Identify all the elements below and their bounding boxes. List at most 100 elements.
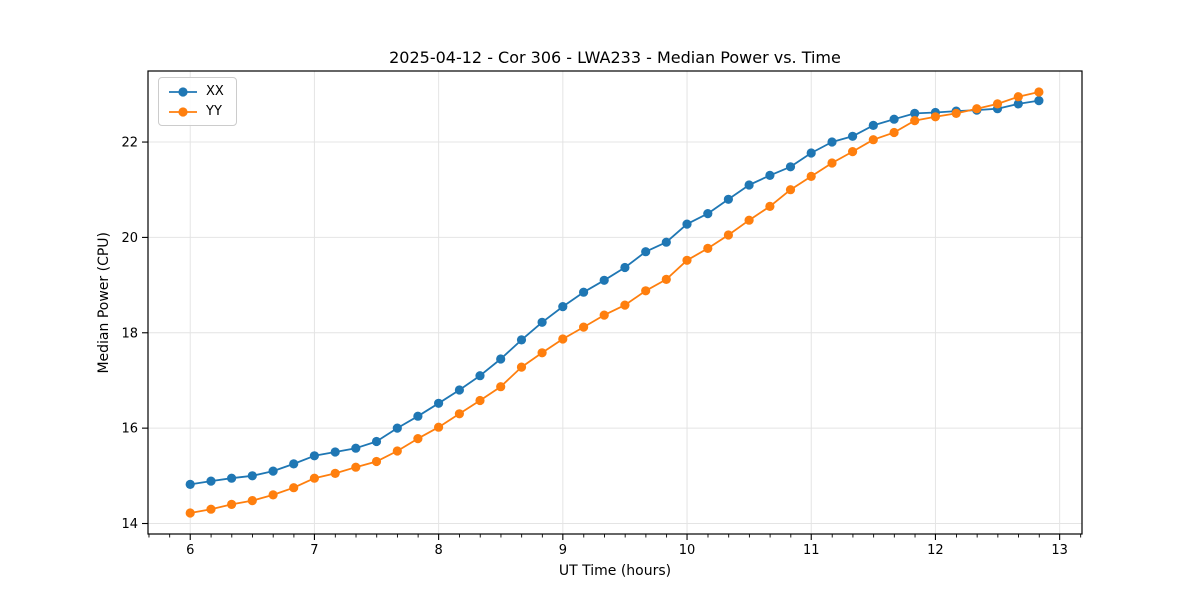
legend-label: YY xyxy=(206,104,222,119)
data-point xyxy=(1034,96,1044,106)
data-point xyxy=(392,423,402,433)
data-point xyxy=(227,499,237,509)
data-point xyxy=(309,451,319,461)
data-point xyxy=(537,317,547,327)
data-point xyxy=(496,382,506,392)
y-tick-label: 20 xyxy=(121,231,138,246)
data-point xyxy=(951,108,961,118)
data-point xyxy=(723,194,734,204)
data-point xyxy=(1013,99,1023,109)
data-point xyxy=(889,114,899,124)
data-point xyxy=(827,158,837,168)
data-point xyxy=(785,185,796,195)
data-point xyxy=(454,409,464,419)
series-markers-xx xyxy=(185,96,1044,489)
data-point xyxy=(848,131,858,141)
x-tick-label: 11 xyxy=(803,543,820,558)
data-point xyxy=(868,120,878,130)
data-point xyxy=(599,275,609,285)
data-point xyxy=(206,504,216,514)
data-point xyxy=(765,201,775,211)
data-point xyxy=(247,496,257,506)
data-point xyxy=(930,112,941,122)
data-point xyxy=(806,171,816,181)
data-point xyxy=(185,508,195,518)
data-point xyxy=(682,255,692,265)
data-point xyxy=(434,398,444,408)
legend-item-yy: YY xyxy=(168,105,224,118)
data-point xyxy=(827,137,837,147)
data-point xyxy=(351,462,361,472)
data-point xyxy=(289,459,299,469)
y-tick-label: 14 xyxy=(121,517,138,532)
data-point xyxy=(703,243,713,253)
y-tick-label: 18 xyxy=(121,326,138,341)
data-point xyxy=(371,436,382,447)
data-point xyxy=(558,302,568,312)
data-point xyxy=(1034,87,1044,97)
data-point xyxy=(351,443,361,453)
tick-labels: 6 7 8 9 10 11 12 13 14 16 18 20 22 xyxy=(121,136,1067,558)
x-axis-label: UT Time (hours) xyxy=(558,563,672,579)
data-point xyxy=(806,148,816,158)
data-point xyxy=(1013,92,1023,102)
data-point xyxy=(599,310,609,320)
data-point xyxy=(910,108,920,118)
data-point xyxy=(703,209,713,219)
data-point xyxy=(185,479,195,489)
data-point xyxy=(454,385,464,395)
y-axis-label: Median Power (CPU) xyxy=(96,231,112,374)
data-point xyxy=(661,274,671,284)
y-tick-label: 22 xyxy=(121,136,138,151)
data-point xyxy=(723,230,734,240)
data-point xyxy=(620,300,630,310)
data-point xyxy=(992,99,1003,109)
data-point xyxy=(516,335,527,345)
data-point xyxy=(289,483,299,493)
ticks xyxy=(142,141,1082,540)
data-point xyxy=(475,395,485,406)
data-point xyxy=(268,490,278,500)
data-point xyxy=(516,362,527,372)
legend-line-marker-icon xyxy=(169,86,197,97)
legend-line-marker-icon xyxy=(169,106,197,117)
data-point xyxy=(247,471,257,481)
x-tick-label: 13 xyxy=(1051,543,1068,558)
data-point xyxy=(558,334,568,344)
data-point xyxy=(309,473,319,483)
data-point xyxy=(330,447,340,457)
data-point xyxy=(371,456,382,467)
x-tick-label: 9 xyxy=(559,543,567,558)
chart-title: 2025-04-12 - Cor 306 - LWA233 - Median P… xyxy=(389,48,841,67)
x-tick-label: 12 xyxy=(927,543,944,558)
data-point xyxy=(744,180,754,190)
data-point xyxy=(682,219,692,229)
data-point xyxy=(868,135,878,145)
data-point xyxy=(413,411,423,421)
x-tick-label: 7 xyxy=(310,543,318,558)
series-line-xx xyxy=(189,99,1040,486)
data-point xyxy=(475,371,485,381)
data-point xyxy=(579,287,589,297)
data-point xyxy=(620,262,630,273)
legend-label: XX xyxy=(206,84,224,99)
data-point xyxy=(330,468,340,478)
data-point xyxy=(848,147,858,157)
data-point xyxy=(413,434,423,444)
data-point xyxy=(641,247,651,257)
data-point xyxy=(910,116,920,126)
axes-box xyxy=(147,70,1083,535)
data-point xyxy=(785,162,796,172)
data-point xyxy=(972,104,982,114)
data-point xyxy=(434,422,444,432)
legend-item-xx: XX xyxy=(168,85,224,98)
data-point xyxy=(206,476,216,486)
data-point xyxy=(661,237,671,247)
data-point xyxy=(744,215,754,225)
data-point xyxy=(641,286,651,296)
data-point xyxy=(765,170,775,180)
series-line-yy xyxy=(189,91,1040,514)
legend: XX YY xyxy=(158,77,237,126)
